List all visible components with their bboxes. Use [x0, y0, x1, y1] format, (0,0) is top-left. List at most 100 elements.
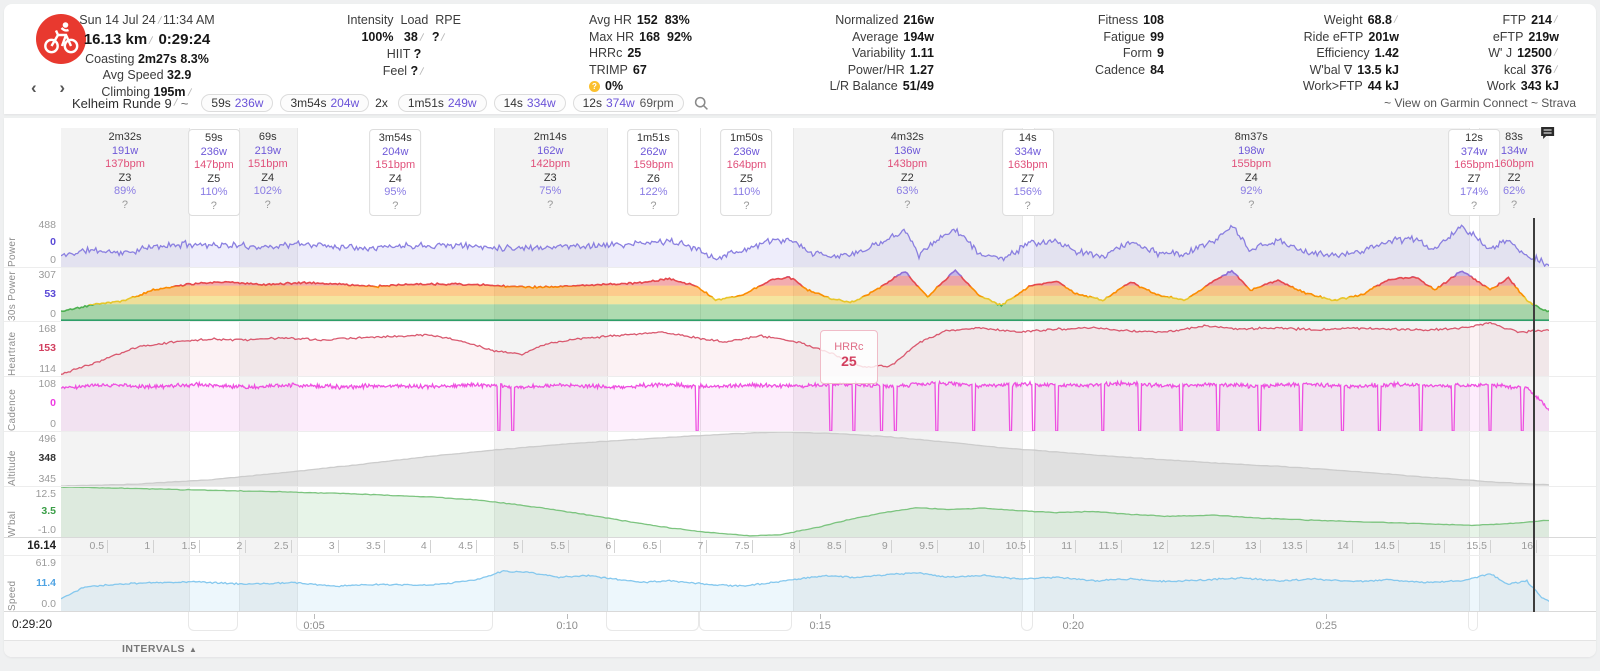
- wbal-chart[interactable]: [61, 487, 1549, 537]
- altitude-panel[interactable]: Altitude 496 348 345: [4, 432, 1596, 487]
- speed-cursor-tick: 11.4: [36, 576, 56, 589]
- distance-tick: [752, 540, 754, 553]
- interval-band[interactable]: [1469, 128, 1480, 612]
- interval-chip[interactable]: 12s 374w 69rpm: [572, 94, 684, 112]
- distance-axis: 16.14 0.5 1 1.5 2 2.5 3 3.5 4 4.5 5 5.5 6 6.5 7 7.5 8 8.…: [4, 538, 1596, 556]
- edit-rpe-icon[interactable]: /: [440, 31, 446, 44]
- interval-label[interactable]: 2m32s 191w 137bpm Z3 89%?: [105, 131, 145, 211]
- interval-label[interactable]: 69s 219w 151bpm Z4 102%?: [247, 131, 288, 211]
- ftp-stats-column: FTP 214/eFTP 219w W' J 12500/kcal 376/Work 343…: [1419, 12, 1559, 95]
- heartrate-chart[interactable]: [61, 322, 1549, 376]
- edit-title-icon[interactable]: /: [172, 96, 179, 110]
- tilde-separator: ~: [180, 95, 189, 111]
- edit-value-icon[interactable]: /: [1552, 46, 1559, 60]
- achievement-stat: ? 0%: [589, 78, 709, 95]
- interval-label[interactable]: 12s 374w 165bpm Z7 174%?: [1448, 129, 1500, 216]
- distance-tick-label: 0.5: [89, 540, 105, 552]
- altitude-chart[interactable]: [61, 432, 1549, 486]
- distance-tick: [1213, 540, 1215, 553]
- cadence-chart[interactable]: [61, 377, 1549, 431]
- distance-tick: [706, 540, 708, 553]
- distance-tick-label: 7.5: [734, 540, 750, 552]
- activity-title: Kelheim Runde 9: [72, 95, 172, 111]
- interval-band[interactable]: [493, 128, 607, 612]
- interval-label[interactable]: 1m51s 262w 159bpm Z6 122%?: [627, 129, 680, 216]
- distance-tick: [1443, 540, 1445, 553]
- speed-panel[interactable]: Speed 61.9 11.4 0.0: [4, 556, 1596, 612]
- time-tick-label: 0:05: [303, 620, 325, 632]
- medal-icon: ?: [589, 80, 600, 92]
- distance-tick-label: 8: [789, 540, 796, 552]
- interval-label[interactable]: 8m37s 198w 155bpm Z4 92%?: [1231, 131, 1272, 211]
- distance-tick-label: 3: [328, 540, 335, 552]
- comment-icon[interactable]: [1540, 126, 1555, 145]
- cadence-panel[interactable]: Cadence 108 0 0: [4, 377, 1596, 432]
- speed-chart[interactable]: [61, 556, 1549, 611]
- interval-label[interactable]: 1m50s 236w 164bpm Z5 110%?: [720, 129, 773, 216]
- stat-row: FTP 214/: [1502, 13, 1559, 27]
- external-links[interactable]: ~ View on Garmin Connect ~ Strava: [1384, 96, 1576, 110]
- cadence-max-tick: 108: [38, 378, 56, 390]
- altitude-cursor-tick: 348: [38, 452, 56, 464]
- chevron-up-icon: ▲: [189, 645, 198, 654]
- heartrate-panel[interactable]: Heartrate 168 153 114: [4, 322, 1596, 377]
- interval-band[interactable]: [1033, 128, 1469, 612]
- edit-value-icon[interactable]: /: [1552, 63, 1559, 76]
- distance-tick: [1351, 540, 1353, 553]
- interval-label[interactable]: 59s 236w 147bpm Z5 110%?: [187, 129, 240, 216]
- 30s-power-chart[interactable]: [61, 268, 1549, 321]
- interval-band[interactable]: [1021, 128, 1034, 612]
- activity-date: Sun 14 Jul 24/11:34 AM: [72, 12, 222, 30]
- intervals-toggle-button[interactable]: INTERVALS ▲: [122, 643, 198, 655]
- edit-date-icon[interactable]: /: [156, 14, 163, 28]
- interval-band[interactable]: [61, 128, 189, 612]
- edit-distance-icon[interactable]: /: [148, 34, 154, 47]
- speed-max-tick: 61.9: [35, 557, 56, 569]
- stat-row: L/R Balance 51/49: [829, 79, 934, 93]
- interval-label[interactable]: 4m32s 136w 143bpm Z2 63%?: [887, 131, 928, 211]
- distance-tick: [1121, 540, 1123, 553]
- stat-row: Weight 68.8/: [1323, 13, 1399, 27]
- interval-band-tail: [295, 612, 493, 631]
- distance-tick: [1489, 540, 1491, 553]
- edit-value-icon[interactable]: /: [1392, 13, 1399, 27]
- power-panel[interactable]: Power 488 0 0: [4, 218, 1596, 268]
- interval-chip[interactable]: 14s 334w: [493, 94, 566, 112]
- interval-band[interactable]: [238, 128, 297, 612]
- interval-chip[interactable]: 3m54s 204w: [280, 94, 370, 112]
- distance-tick-label: 2.5: [273, 540, 289, 552]
- body-stats-column: Weight 68.8/Ride eFTP 201w Efficiency 1.42 W'…: [1234, 12, 1399, 95]
- power-min-tick: 0: [50, 254, 56, 266]
- distance-tick: [568, 540, 570, 553]
- power-chart[interactable]: [61, 218, 1549, 267]
- interval-label[interactable]: 83s 134w 160bpm Z2 62%?: [1489, 127, 1554, 214]
- interval-label[interactable]: 14s 334w 163bpm Z7 156%?: [1001, 129, 1054, 216]
- next-activity-button[interactable]: ›: [59, 78, 66, 97]
- hr-stats-column: Avg HR 152 83% Max HR 168 92% HRRc 25 TRIMP 67 ? …: [589, 12, 709, 95]
- edit-feel-icon[interactable]: /: [419, 65, 425, 78]
- power-stats-column: Normalized 216w Average 194w Variability 1.11…: [774, 12, 934, 95]
- distance-tick-label: 5.5: [550, 540, 566, 552]
- wbal-min-tick: -1.0: [37, 524, 56, 536]
- search-icon[interactable]: [694, 96, 709, 111]
- distance-tick: [1075, 540, 1077, 553]
- 30s-power-max-tick: 307: [38, 269, 56, 281]
- summary-column: Sun 14 Jul 24/11:34 AM 16.13 km/ 0:29:24…: [72, 12, 222, 101]
- wbal-cursor-tick: 3.5: [41, 505, 56, 517]
- interval-label[interactable]: 2m14s 162w 142bpm Z3 75%?: [530, 131, 571, 211]
- 30s-power-panel[interactable]: 30s Power 307 53 0: [4, 268, 1596, 322]
- interval-chip[interactable]: 59s 236w: [201, 94, 274, 112]
- edit-value-icon[interactable]: /: [1552, 13, 1559, 27]
- stat-row: Average 194w: [852, 29, 934, 44]
- chip-repeat-count: 2x: [375, 96, 388, 110]
- edit-load-icon[interactable]: /: [418, 31, 425, 44]
- distance-tick-label: 5: [513, 540, 519, 552]
- ride-type-icon: [36, 14, 86, 64]
- interval-label[interactable]: 3m54s 204w 151bpm Z4 95%?: [369, 129, 422, 216]
- prev-activity-button[interactable]: ‹: [31, 78, 37, 97]
- distance-tick: [1029, 540, 1031, 553]
- wbal-panel[interactable]: W'bal 12.5 3.5 -1.0: [4, 487, 1596, 538]
- cursor-distance: 16.14: [27, 540, 56, 552]
- interval-chip[interactable]: 1m51s 249w: [397, 94, 487, 112]
